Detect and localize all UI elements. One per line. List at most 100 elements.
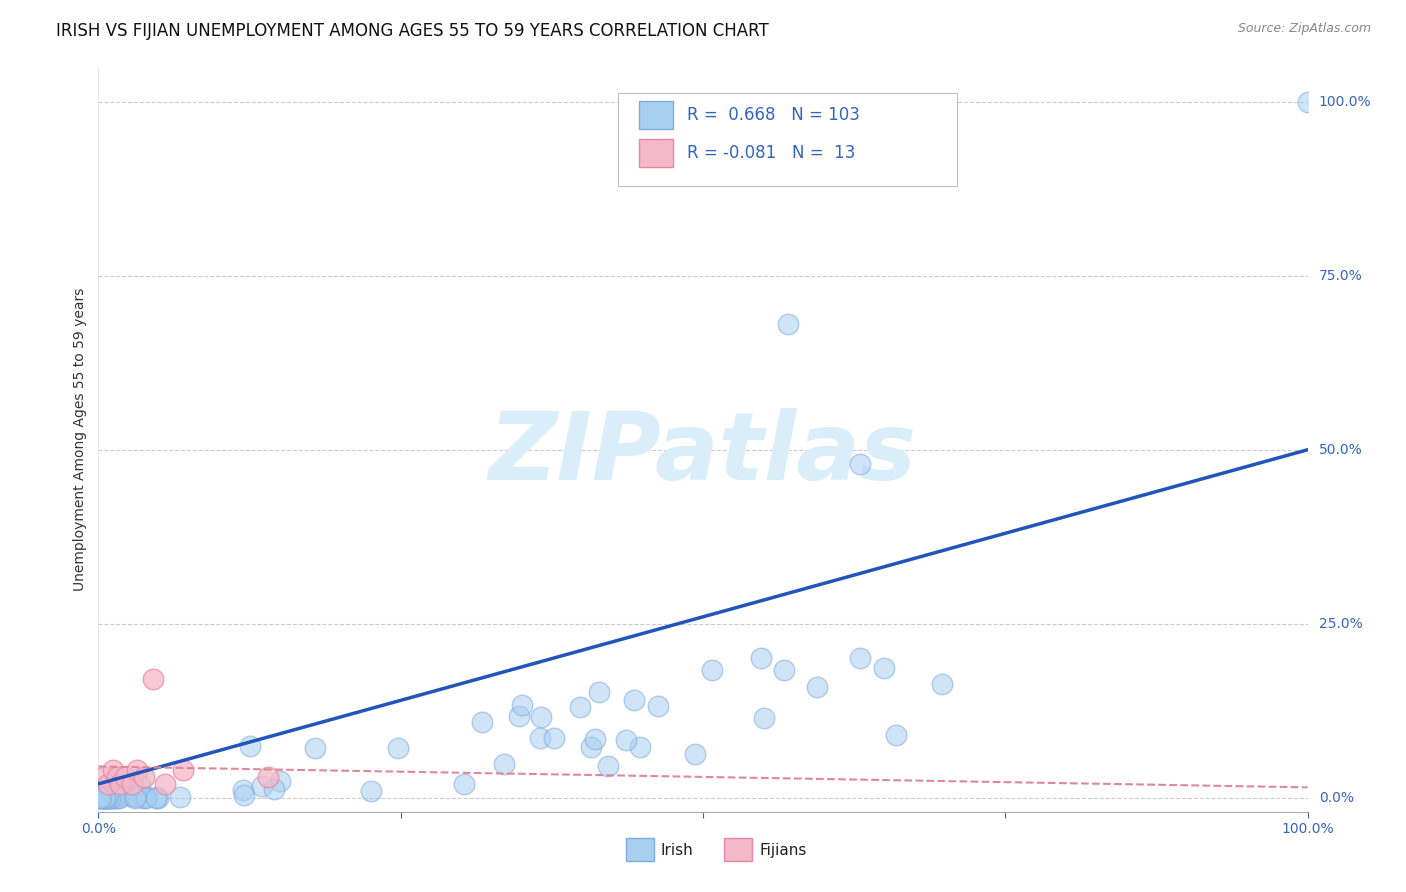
Point	[94, 790, 117, 805]
Point	[304, 740, 326, 755]
Point	[453, 777, 475, 791]
Point	[931, 677, 953, 691]
Text: 0.0%: 0.0%	[1319, 791, 1354, 805]
Point	[98, 790, 121, 805]
Point	[508, 709, 530, 723]
Point	[169, 790, 191, 805]
Point	[101, 790, 124, 805]
Point	[530, 709, 553, 723]
Point	[583, 731, 606, 746]
Point	[124, 790, 146, 805]
Point	[121, 777, 143, 791]
Point	[172, 763, 194, 777]
Point	[776, 318, 799, 332]
Point	[263, 782, 285, 797]
Point	[108, 777, 131, 791]
Point	[568, 700, 591, 714]
Point	[96, 790, 118, 805]
Point	[93, 790, 115, 805]
Point	[94, 790, 117, 805]
Point	[93, 790, 115, 805]
Point	[145, 790, 167, 805]
Point	[100, 789, 122, 803]
Point	[806, 680, 828, 694]
Point	[89, 790, 111, 805]
Point	[623, 693, 645, 707]
Point	[884, 728, 907, 742]
Point	[89, 790, 111, 805]
Point	[683, 747, 706, 761]
Point	[849, 457, 872, 471]
Point	[93, 770, 115, 784]
Point	[529, 731, 551, 745]
Point	[90, 790, 112, 805]
Text: Fijians: Fijians	[759, 843, 807, 857]
Point	[120, 789, 142, 804]
Point	[87, 790, 110, 805]
Point	[628, 740, 651, 755]
Point	[103, 789, 125, 803]
Point	[492, 756, 515, 771]
Point	[269, 774, 291, 789]
Point	[108, 790, 131, 805]
Point	[90, 790, 112, 805]
Point	[87, 790, 110, 805]
Point	[256, 770, 278, 784]
Point	[145, 790, 167, 805]
Point	[232, 789, 254, 803]
Point	[90, 790, 112, 805]
Point	[614, 732, 637, 747]
Point	[105, 790, 128, 805]
Point	[849, 651, 872, 665]
Point	[142, 673, 165, 687]
Point	[129, 777, 152, 791]
Text: Irish: Irish	[661, 843, 693, 857]
Point	[510, 698, 533, 712]
Point	[87, 789, 110, 803]
Point	[89, 789, 111, 804]
Point	[94, 790, 117, 805]
Point	[97, 789, 120, 803]
Point	[239, 739, 262, 753]
Point	[125, 789, 148, 803]
Point	[97, 790, 120, 805]
Point	[543, 731, 565, 746]
Point	[96, 779, 118, 793]
Point	[471, 714, 494, 729]
Point	[105, 770, 128, 784]
Point	[98, 790, 121, 805]
FancyBboxPatch shape	[638, 101, 673, 129]
Point	[94, 790, 117, 805]
Point	[91, 789, 114, 804]
Point	[101, 782, 124, 797]
Point	[104, 790, 127, 805]
Point	[87, 786, 110, 800]
Text: 50.0%: 50.0%	[1319, 442, 1362, 457]
Text: R = -0.081   N =  13: R = -0.081 N = 13	[688, 144, 856, 161]
Point	[87, 788, 110, 802]
Point	[754, 711, 776, 725]
Point	[101, 763, 124, 777]
Point	[772, 663, 794, 677]
Point	[647, 698, 669, 713]
Point	[252, 779, 274, 793]
Point	[97, 789, 120, 803]
Text: ZIPatlas: ZIPatlas	[489, 409, 917, 500]
Point	[124, 790, 146, 805]
Point	[579, 740, 602, 755]
Text: 75.0%: 75.0%	[1319, 268, 1362, 283]
Point	[124, 782, 146, 797]
Point	[90, 785, 112, 799]
Point	[97, 790, 120, 805]
Point	[588, 685, 610, 699]
Text: R =  0.668   N = 103: R = 0.668 N = 103	[688, 106, 860, 124]
FancyBboxPatch shape	[638, 138, 673, 167]
FancyBboxPatch shape	[619, 93, 957, 186]
Point	[360, 784, 382, 798]
Point	[93, 790, 115, 805]
Point	[100, 789, 122, 804]
Text: IRISH VS FIJIAN UNEMPLOYMENT AMONG AGES 55 TO 59 YEARS CORRELATION CHART: IRISH VS FIJIAN UNEMPLOYMENT AMONG AGES …	[56, 22, 769, 40]
Point	[598, 759, 620, 773]
Text: 100.0%: 100.0%	[1319, 95, 1371, 109]
Point	[101, 790, 124, 805]
